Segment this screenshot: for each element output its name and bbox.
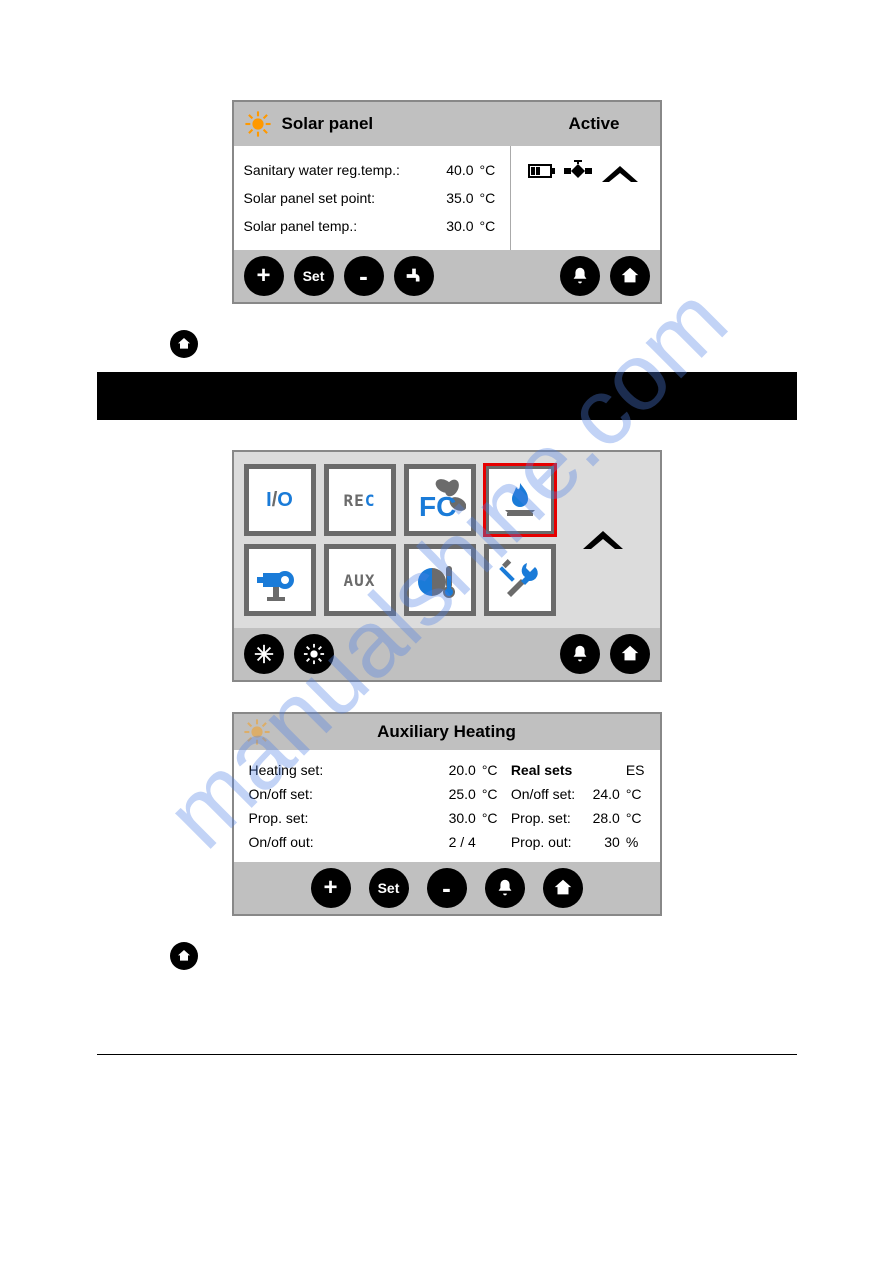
menu-aux-button[interactable]: AUX <box>324 544 396 616</box>
menu-grid: I/O REC FC <box>244 464 556 616</box>
svg-text:FC: FC <box>419 491 456 522</box>
menu-temp-button[interactable] <box>404 544 476 616</box>
sun-icon <box>243 718 271 746</box>
valve-icon <box>564 160 592 182</box>
es-label: ES <box>623 758 648 782</box>
aux-row: Heating set: 20.0 °C Real sets ES <box>246 758 648 782</box>
set-button[interactable]: Set <box>369 868 409 908</box>
bell-button[interactable] <box>560 256 600 296</box>
bell-button[interactable] <box>485 868 525 908</box>
menu-body: I/O REC FC <box>234 452 660 628</box>
aux-unit: °C <box>479 782 503 806</box>
chevron-up-icon[interactable] <box>598 160 642 188</box>
solar-panel-side <box>510 146 660 250</box>
sun-button[interactable] <box>294 634 334 674</box>
home-button[interactable] <box>610 634 650 674</box>
real-sets-label: Real sets <box>503 758 583 782</box>
aux-heating-screen: Auxiliary Heating Heating set: 20.0 °C R… <box>232 712 662 916</box>
reading-unit: °C <box>476 156 502 184</box>
menu-screen: I/O REC FC <box>232 450 662 682</box>
aux-unit: °C <box>623 782 648 806</box>
aux-heating-body: Heating set: 20.0 °C Real sets ES On/off… <box>234 750 660 862</box>
aux-value: 30 <box>583 830 623 854</box>
solar-panel-body: Sanitary water reg.temp.: 40.0 °C Solar … <box>234 146 660 250</box>
aux-value: 28.0 <box>583 806 623 830</box>
aux-unit: % <box>623 830 648 854</box>
reading-row: Solar panel temp.: 30.0 °C <box>242 212 502 240</box>
aux-heating-header: Auxiliary Heating <box>234 714 660 750</box>
aux-label: On/off out: <box>246 830 439 854</box>
set-button[interactable]: Set <box>294 256 334 296</box>
sun-icon <box>244 110 272 138</box>
solar-panel-status: Active <box>568 114 619 134</box>
reading-value: 40.0 <box>432 156 476 184</box>
reading-value: 35.0 <box>432 184 476 212</box>
reading-label: Sanitary water reg.temp.: <box>242 156 432 184</box>
aux-label: Prop. set: <box>246 806 439 830</box>
aux-row: On/off out: 2 / 4 Prop. out: 30 % <box>246 830 648 854</box>
tap-button[interactable] <box>394 256 434 296</box>
reading-value: 30.0 <box>432 212 476 240</box>
battery-icon <box>528 160 558 182</box>
aux-unit: °C <box>479 758 503 782</box>
aux-unit <box>479 830 503 854</box>
aux-value: 30.0 <box>439 806 479 830</box>
home-button[interactable] <box>543 868 583 908</box>
menu-tools-button[interactable] <box>484 544 556 616</box>
menu-io-button[interactable]: I/O <box>244 464 316 536</box>
aux-value: 24.0 <box>583 782 623 806</box>
page-footer-rule <box>97 1054 797 1055</box>
menu-footer <box>234 628 660 680</box>
reading-unit: °C <box>476 184 502 212</box>
menu-rec-button[interactable]: REC <box>324 464 396 536</box>
aux-label: Heating set: <box>246 758 439 782</box>
aux-label: Prop. out: <box>503 830 583 854</box>
snowflake-button[interactable] <box>244 634 284 674</box>
minus-button[interactable]: - <box>427 868 467 908</box>
chevron-up-icon[interactable] <box>579 525 627 555</box>
reading-row: Solar panel set point: 35.0 °C <box>242 184 502 212</box>
menu-flame-button[interactable] <box>484 464 556 536</box>
aux-label: On/off set: <box>246 782 439 806</box>
aux-label: On/off set: <box>503 782 583 806</box>
plus-button[interactable]: + <box>244 256 284 296</box>
aux-heating-title: Auxiliary Heating <box>377 722 516 742</box>
home-button[interactable] <box>610 256 650 296</box>
solar-panel-header: Solar panel Active <box>234 102 660 146</box>
aux-value: 2 / 4 <box>439 830 479 854</box>
reading-row: Sanitary water reg.temp.: 40.0 °C <box>242 156 502 184</box>
reading-unit: °C <box>476 212 502 240</box>
aux-value: 25.0 <box>439 782 479 806</box>
solar-panel-title: Solar panel <box>282 114 569 134</box>
section-divider <box>97 372 797 420</box>
minus-button[interactable]: - <box>344 256 384 296</box>
bell-button[interactable] <box>560 634 600 674</box>
home-icon <box>170 330 198 358</box>
aux-heating-footer: + Set - <box>234 862 660 914</box>
menu-nav <box>556 464 650 616</box>
aux-value: 20.0 <box>439 758 479 782</box>
home-icon <box>170 942 198 970</box>
solar-panel-readings: Sanitary water reg.temp.: 40.0 °C Solar … <box>234 146 510 250</box>
aux-row: On/off set: 25.0 °C On/off set: 24.0 °C <box>246 782 648 806</box>
reading-label: Solar panel temp.: <box>242 212 432 240</box>
aux-unit: °C <box>623 806 648 830</box>
reading-label: Solar panel set point: <box>242 184 432 212</box>
menu-fc-button[interactable]: FC <box>404 464 476 536</box>
plus-button[interactable]: + <box>311 868 351 908</box>
menu-pump-button[interactable] <box>244 544 316 616</box>
solar-panel-footer: + Set - <box>234 250 660 302</box>
aux-label: Prop. set: <box>503 806 583 830</box>
aux-value <box>583 758 623 782</box>
aux-unit: °C <box>479 806 503 830</box>
aux-row: Prop. set: 30.0 °C Prop. set: 28.0 °C <box>246 806 648 830</box>
solar-panel-screen: Solar panel Active Sanitary water reg.te… <box>232 100 662 304</box>
